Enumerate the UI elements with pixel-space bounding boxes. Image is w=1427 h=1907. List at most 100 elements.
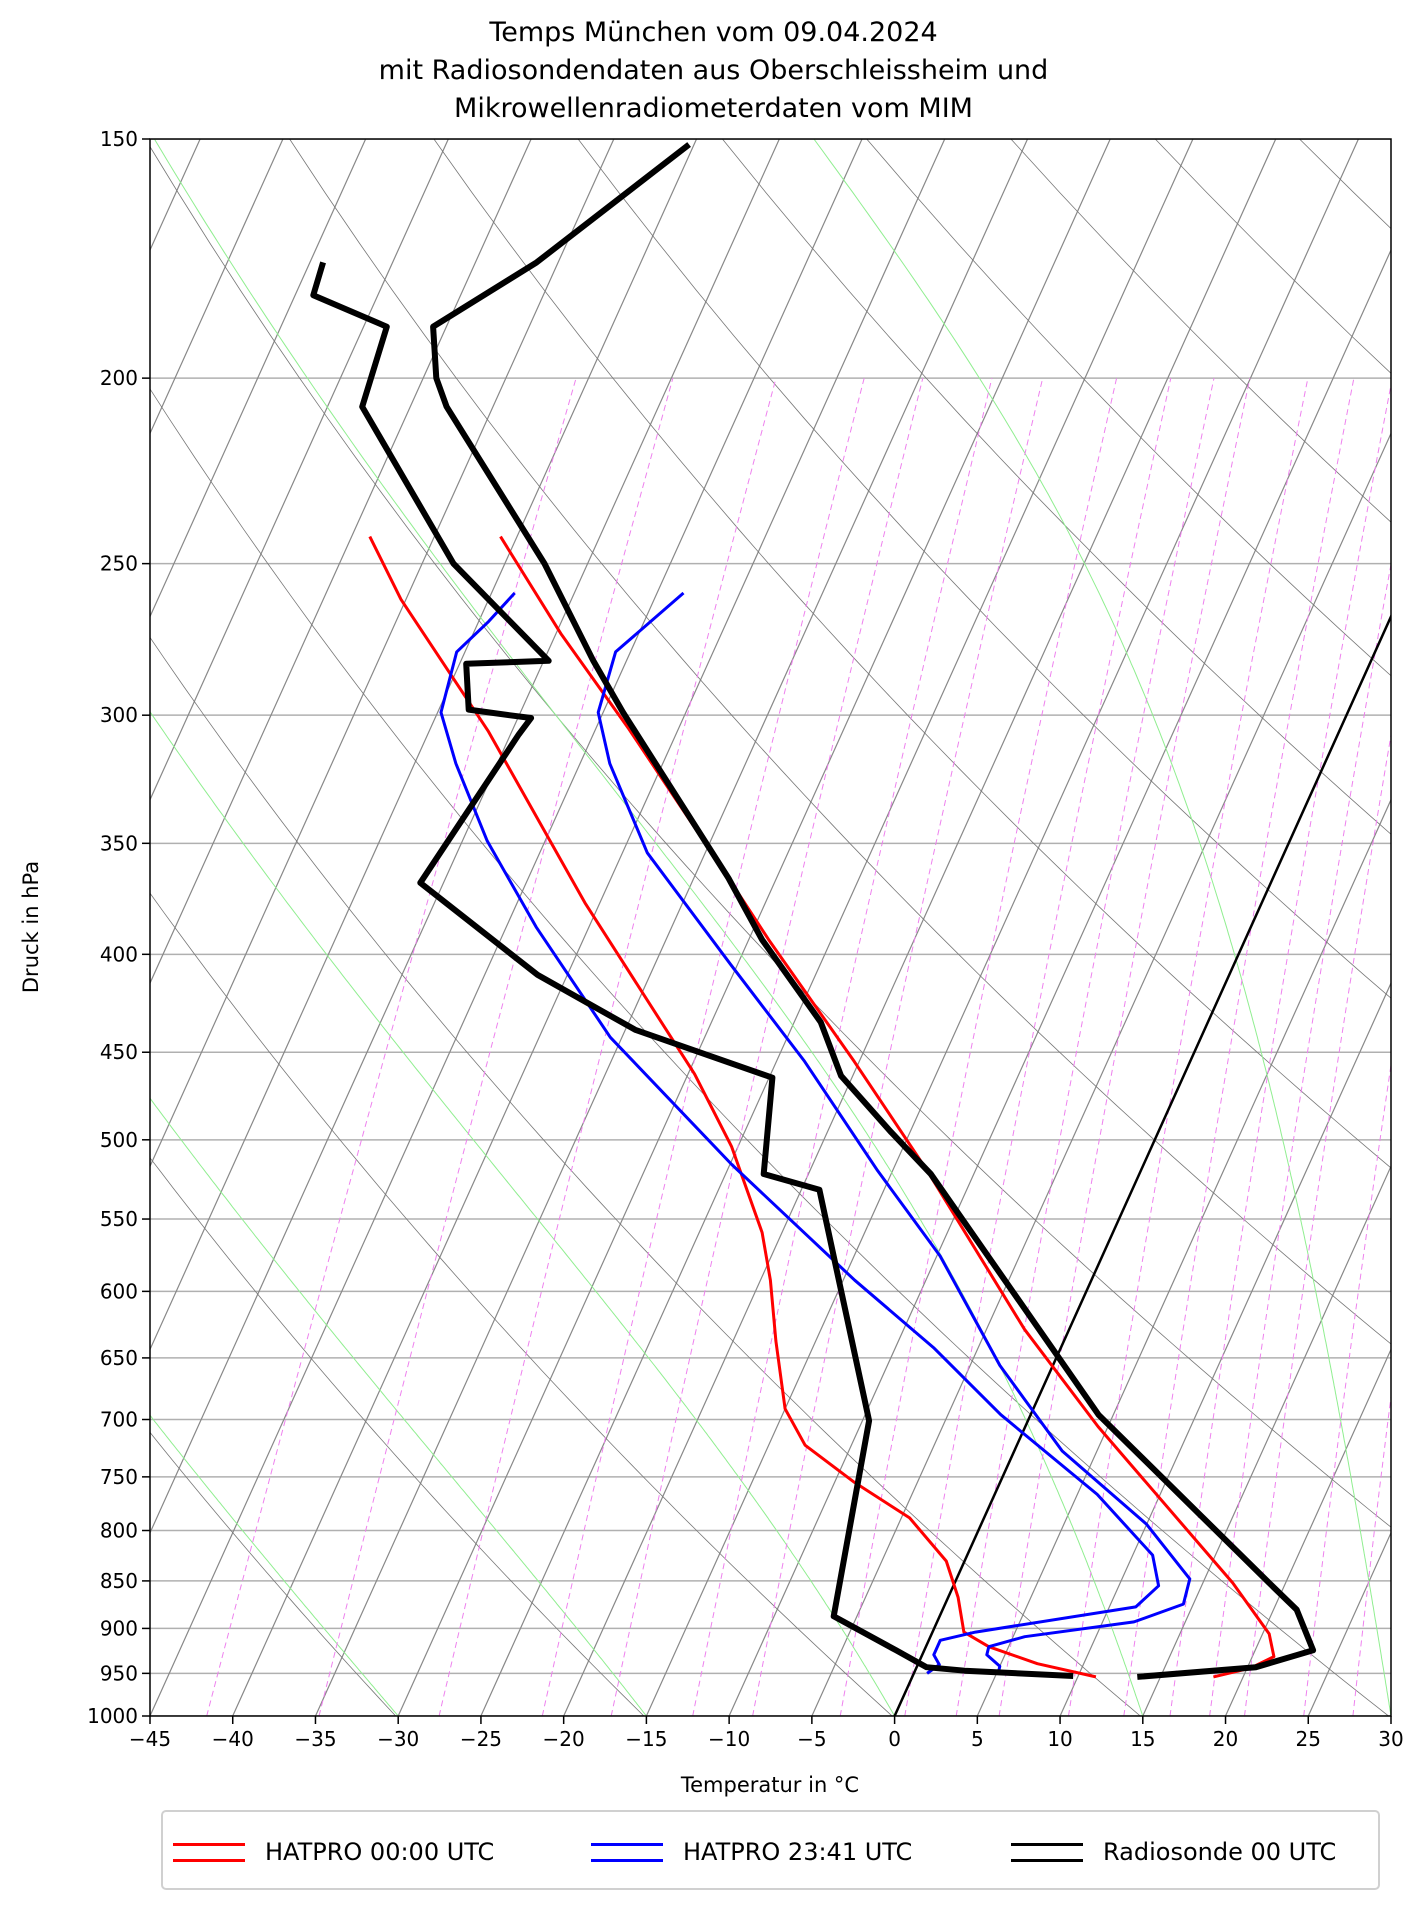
- isotherm-line: [563, 139, 1277, 1716]
- moist-adiabat-line: [150, 710, 896, 1716]
- y-tick-label: 400: [100, 942, 138, 966]
- y-tick-label: 750: [100, 1465, 138, 1489]
- x-tick-label: −20: [543, 1727, 585, 1751]
- legend-swatch-black: [1011, 1837, 1083, 1867]
- y-tick-label: 700: [100, 1408, 138, 1432]
- x-tick-label: −30: [377, 1727, 419, 1751]
- series-1-curve-0: [596, 591, 1192, 1674]
- moist-adiabat-line: [153, 139, 1144, 1716]
- mixing-ratio-line: [1209, 561, 1391, 1716]
- background-lines: [0, 0, 1427, 1716]
- axis-ticks: −45 −40 −35 −30 −25 −20 −15 −10 −5 0 5 10 15 20 25 30 15…: [87, 127, 1404, 1751]
- y-tick-label: 900: [100, 1616, 138, 1640]
- mixing-ratio-line: [998, 377, 1251, 1716]
- y-tick-label: 150: [100, 127, 138, 151]
- mixing-ratio-line: [1352, 1393, 1391, 1716]
- series-2-curve-1: [310, 261, 1074, 1679]
- y-tick-label: 850: [100, 1569, 138, 1593]
- x-tick-label: 15: [1130, 1727, 1155, 1751]
- mixing-ratio-line: [610, 377, 924, 1716]
- y-tick-label: 800: [100, 1519, 138, 1543]
- dry-adiabat-line: [150, 1157, 645, 1716]
- isotherm-line: [150, 139, 698, 1351]
- isotherm-line: [1390, 1714, 1391, 1716]
- isotherm-line: [728, 248, 1391, 1716]
- y-axis-label: Druck in hPa: [19, 861, 43, 993]
- isotherm-line: [1224, 1347, 1391, 1716]
- legend-label: HATPRO 23:41 UTC: [683, 1838, 913, 1866]
- dry-adiabat-line: [289, 139, 1391, 1345]
- mixing-ratio-line: [438, 377, 777, 1716]
- x-tick-label: 20: [1213, 1727, 1238, 1751]
- legend-swatch-red: [173, 1837, 245, 1867]
- y-tick-label: 650: [100, 1346, 138, 1370]
- moist-adiabat-line: [150, 1097, 647, 1716]
- isotherm-line: [150, 139, 201, 252]
- dry-adiabat-line: [150, 145, 1391, 1528]
- y-tick-label: 500: [100, 1128, 138, 1152]
- isotherm-line: [150, 139, 615, 1168]
- x-axis-label: Temperatur in °C: [680, 1773, 859, 1797]
- mixing-ratio-line: [1244, 732, 1391, 1716]
- mixing-ratio-line: [839, 377, 1118, 1716]
- isotherm-line: [150, 139, 532, 985]
- x-tick-label: −40: [212, 1727, 254, 1751]
- plot-frame: [149, 138, 1392, 1717]
- dry-adiabat-line: [721, 139, 1391, 835]
- series-lines: [310, 142, 1317, 1680]
- isotherm-line: [150, 139, 449, 802]
- isotherm-line: [645, 139, 1360, 1716]
- isotherm-line: [150, 139, 863, 1716]
- moist-adiabat-line: [150, 1414, 399, 1716]
- dry-adiabat-line: [150, 1431, 396, 1716]
- dry-adiabat-line: [433, 139, 1391, 1169]
- dry-adiabat-line: [1298, 139, 1391, 230]
- dry-adiabat-line: [150, 892, 893, 1716]
- x-tick-label: −5: [797, 1727, 826, 1751]
- mixing-ratio-line: [541, 377, 865, 1716]
- mixing-ratio-line: [206, 377, 577, 1716]
- dry-adiabat-line: [577, 139, 1391, 999]
- chart-title-line-2: mit Radiosondendaten aus Oberschleisshei…: [378, 55, 1049, 86]
- isotherm-line: [1142, 1164, 1391, 1716]
- isotherm-line: [0, 0, 104, 1716]
- x-tick-label: 25: [1296, 1727, 1321, 1751]
- legend-item-radiosonde: Radiosonde 00 UTC: [1011, 1812, 1336, 1892]
- y-tick-label: 1000: [87, 1704, 138, 1728]
- x-tick-label: 5: [971, 1727, 984, 1751]
- legend-item-hatpro-0000: HATPRO 00:00 UTC: [173, 1812, 494, 1892]
- isotherm-line: [0, 0, 21, 1716]
- x-tick-label: −25: [460, 1727, 502, 1751]
- legend: HATPRO 00:00 UTC HATPRO 23:41 UTC Radios…: [161, 1810, 1380, 1890]
- isotherm-line: [976, 798, 1391, 1716]
- mixing-ratio-line: [1395, 378, 1427, 1716]
- legend-item-hatpro-2341: HATPRO 23:41 UTC: [591, 1812, 912, 1892]
- isotherm-line: [1059, 981, 1391, 1716]
- isotherm-line: [0, 0, 187, 1716]
- mixing-ratio-line: [904, 377, 1172, 1716]
- y-tick-label: 250: [100, 552, 138, 576]
- mixing-ratio-line: [692, 377, 993, 1716]
- y-tick-label: 950: [100, 1661, 138, 1685]
- y-tick-label: 300: [100, 703, 138, 727]
- x-tick-label: −15: [625, 1727, 667, 1751]
- x-tick-label: −35: [294, 1727, 336, 1751]
- isotherm-line: [232, 139, 946, 1716]
- mixing-ratio-line: [1068, 378, 1309, 1716]
- dry-adiabat-line: [866, 139, 1391, 677]
- moist-adiabat-line: [813, 139, 1391, 1716]
- legend-label: Radiosonde 00 UTC: [1103, 1838, 1337, 1866]
- x-tick-label: −10: [708, 1727, 750, 1751]
- y-tick-label: 200: [100, 366, 138, 390]
- y-tick-label: 600: [100, 1279, 138, 1303]
- zero-degree-isotherm: [893, 613, 1391, 1716]
- chart-title-line-1: Temps München vom 09.04.2024: [489, 17, 938, 48]
- mixing-ratio-line: [752, 377, 1044, 1716]
- series-1-curve-1: [439, 591, 1161, 1675]
- series-2-curve-0: [430, 142, 1317, 1680]
- series-0-curve-1: [368, 535, 1097, 1679]
- mixing-ratio-line: [1169, 382, 1391, 1716]
- legend-label: HATPRO 00:00 UTC: [265, 1838, 495, 1866]
- x-tick-label: −45: [129, 1727, 171, 1751]
